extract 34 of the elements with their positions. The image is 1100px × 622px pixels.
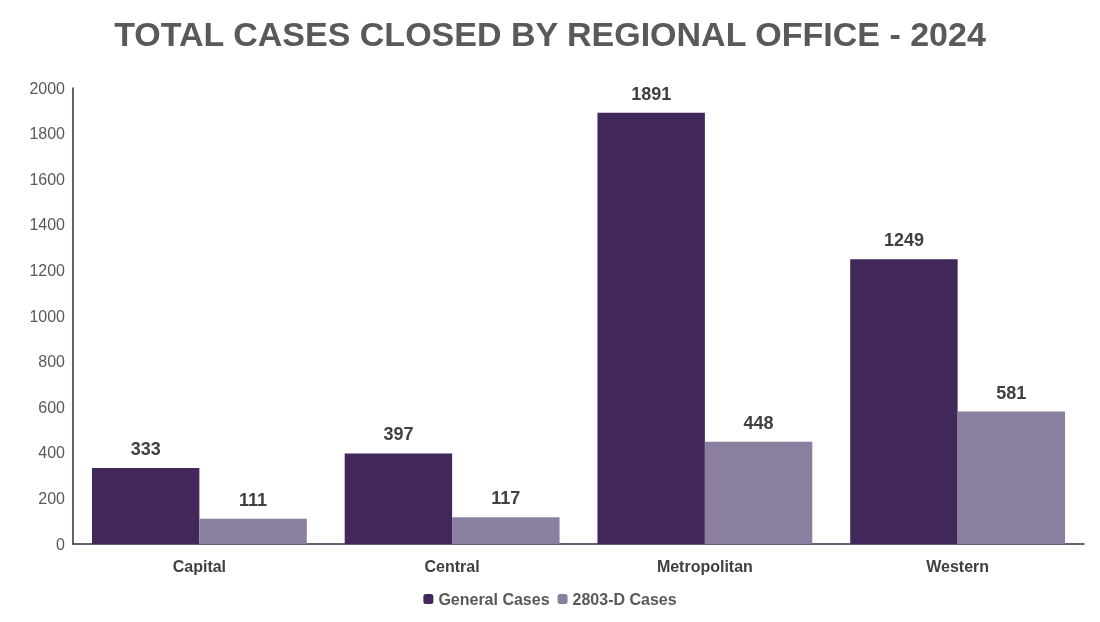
data-label: 397 [383,424,414,445]
y-tick-label: 2000 [29,79,66,97]
bar [199,518,307,544]
y-tick-label: 1400 [29,216,66,234]
x-tick-label: Central [424,557,480,575]
data-label: 1249 [883,230,924,251]
data-label: 581 [996,382,1027,403]
bar [91,468,200,544]
legend-label: General Cases [438,590,550,608]
x-tick-label: Capital [172,557,227,575]
data-label: 333 [130,439,161,460]
y-tick-label: 0 [56,535,66,553]
y-tick-label: 1200 [29,261,66,279]
data-label: 111 [239,489,268,510]
legend-label: 2803-D Cases [572,590,677,608]
x-tick-label: Western [926,557,990,575]
bar [597,112,705,544]
data-label: 448 [743,412,774,433]
data-label: 117 [491,488,521,509]
x-tick-label: Metropolitan [656,557,753,575]
y-tick-label: 400 [38,444,66,462]
bar [452,517,560,544]
chart-title: TOTAL CASES CLOSED BY REGIONAL OFFICE - 2024 [114,15,986,53]
y-tick-label: 600 [38,398,66,416]
y-tick-label: 1800 [29,125,66,143]
bar [704,441,813,544]
y-tick-label: 800 [38,353,66,371]
data-label: 1891 [631,83,672,104]
y-tick-label: 200 [38,489,66,507]
bar [344,453,453,544]
y-tick-label: 1600 [29,170,66,188]
bar [850,259,958,544]
y-tick-label: 1000 [29,307,66,325]
bar [957,411,1066,544]
